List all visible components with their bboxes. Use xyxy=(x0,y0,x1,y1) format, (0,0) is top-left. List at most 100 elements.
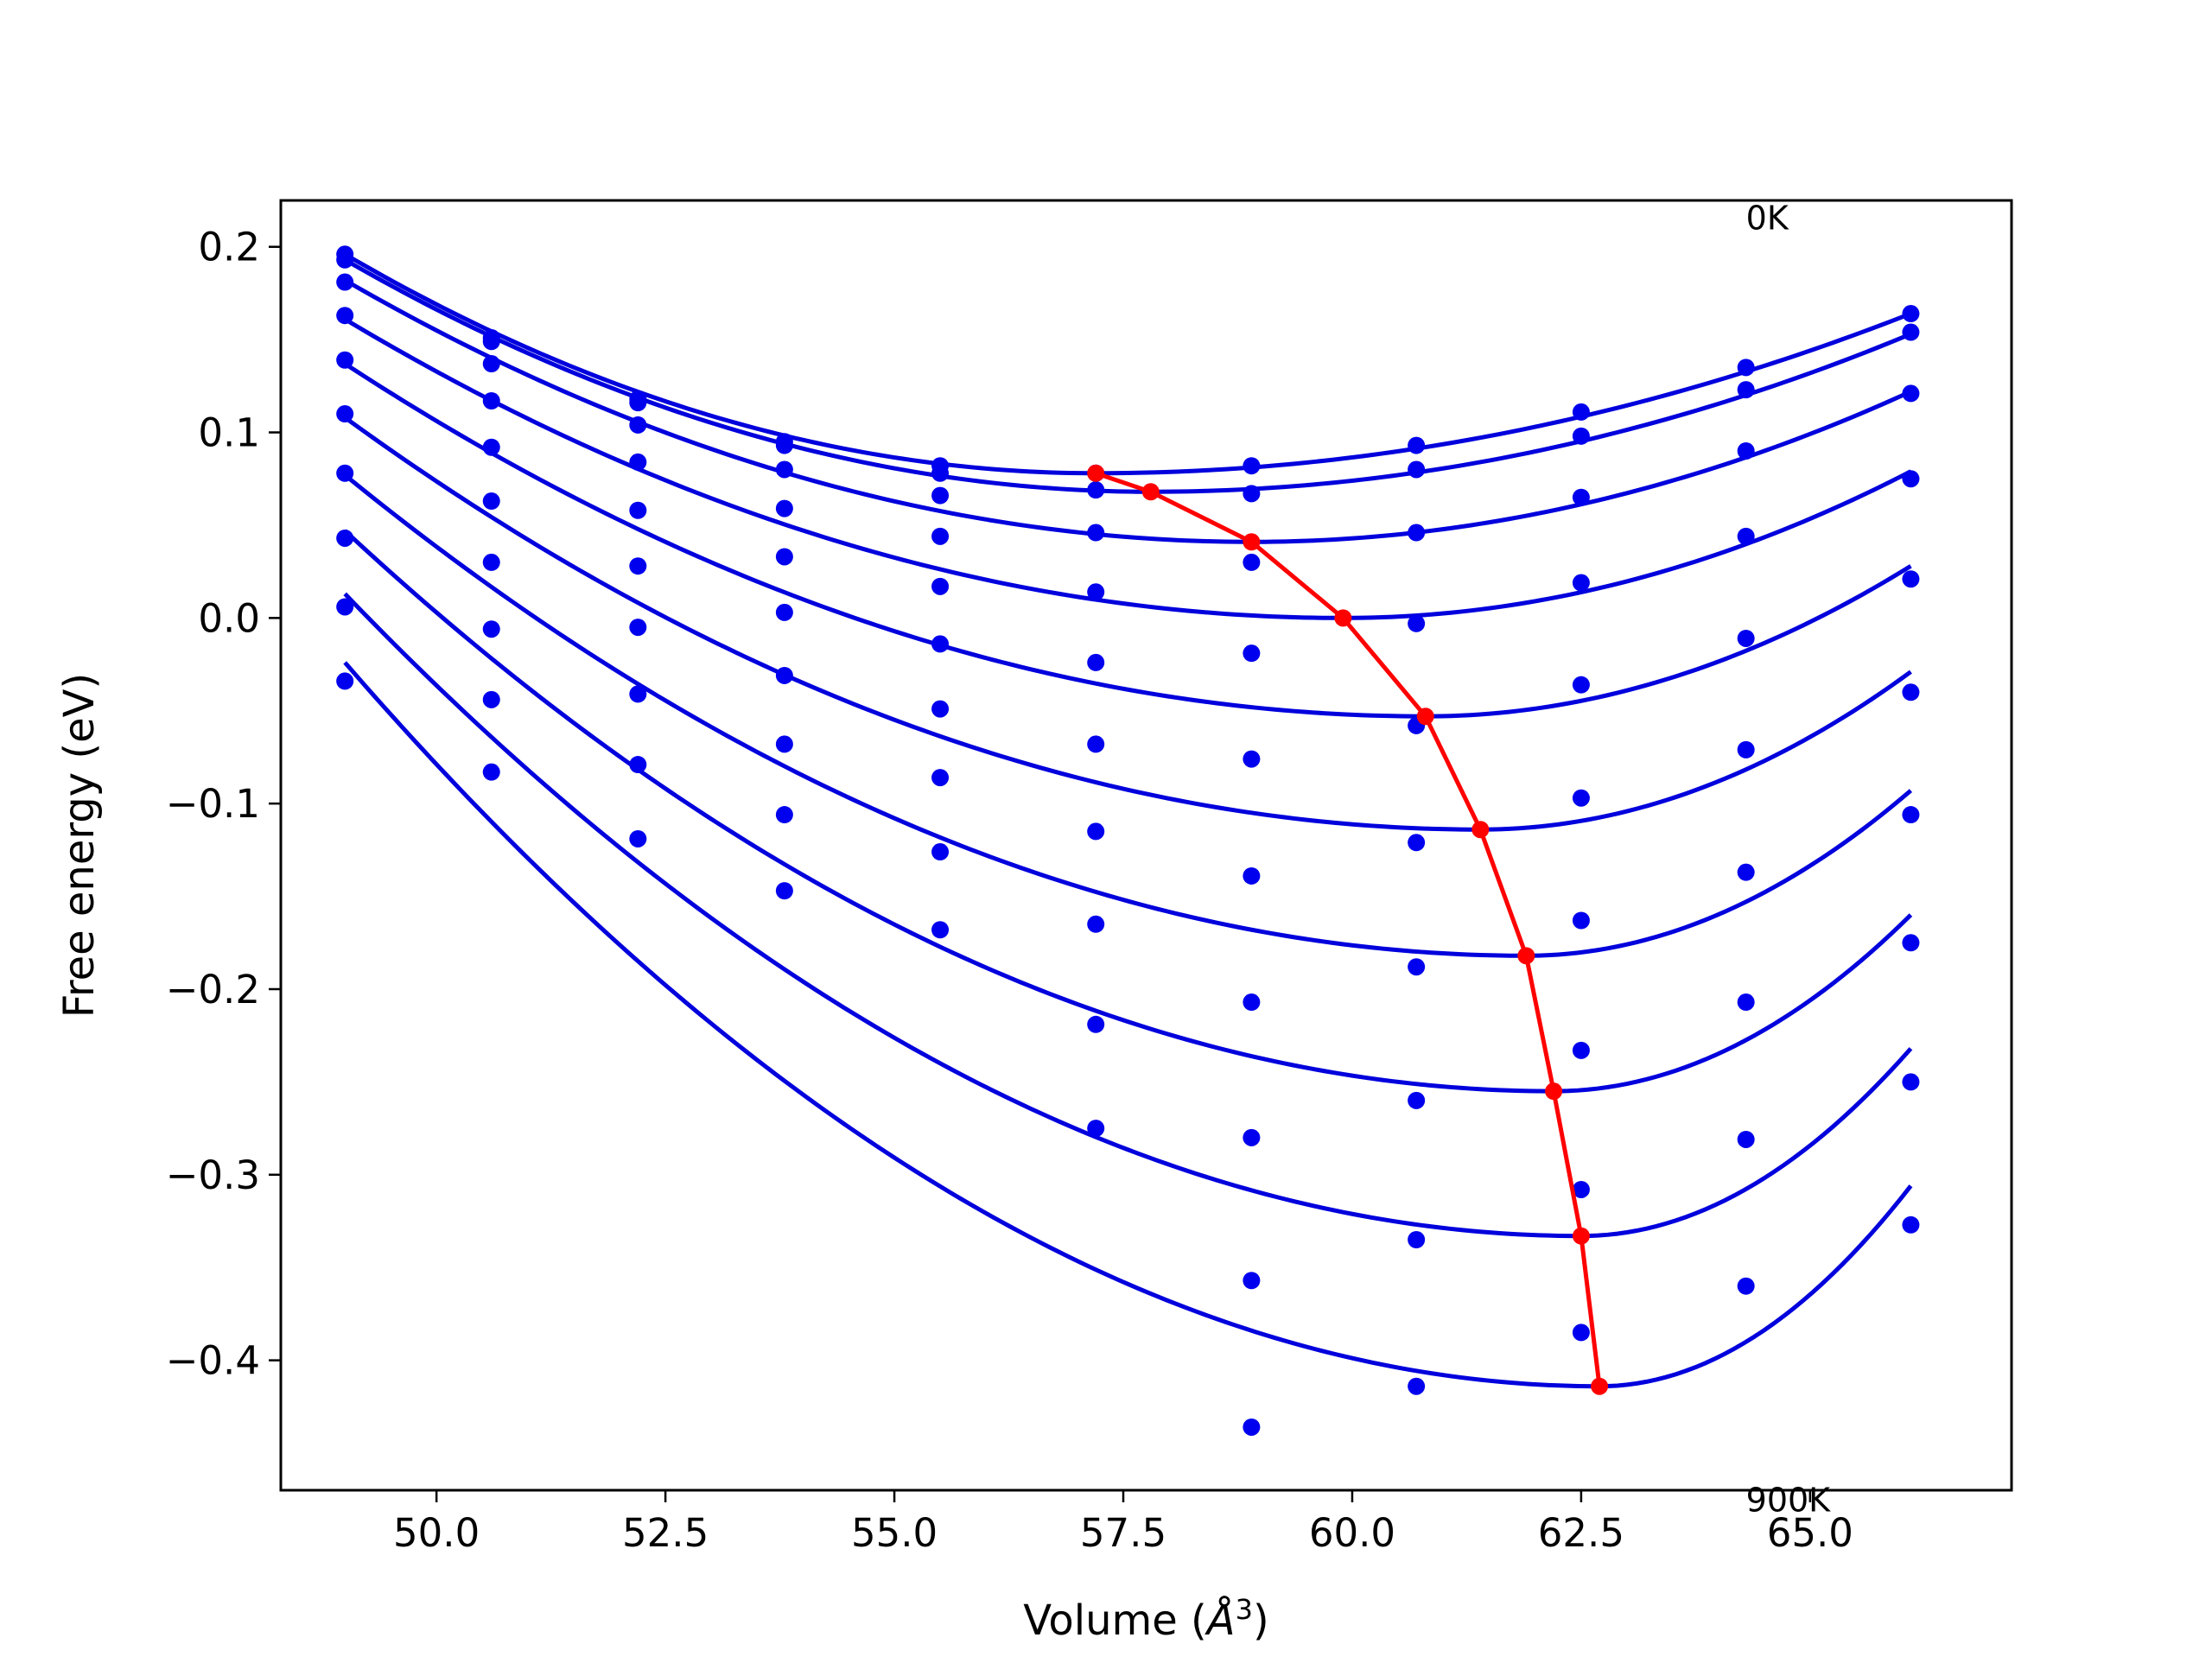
data-point xyxy=(1243,1128,1261,1146)
minimum-point xyxy=(1334,609,1352,627)
minimum-point xyxy=(1141,483,1160,501)
minimum-point xyxy=(1471,821,1490,839)
data-point xyxy=(1243,750,1261,768)
y-tick-label: 0.1 xyxy=(198,410,260,456)
data-point xyxy=(1408,614,1426,632)
minimum-point xyxy=(1572,1227,1590,1245)
data-point xyxy=(1087,481,1105,499)
data-point xyxy=(775,666,793,684)
data-point xyxy=(1243,1418,1261,1436)
data-point xyxy=(1572,488,1590,506)
fit-curve xyxy=(343,257,1912,494)
x-tick-label: 52.5 xyxy=(622,1510,709,1556)
data-point xyxy=(1572,676,1590,694)
annotation-900k: 900K xyxy=(1746,1482,1832,1520)
data-point xyxy=(1737,381,1755,399)
fit-curve xyxy=(343,361,1912,719)
data-point xyxy=(1902,1216,1920,1234)
y-tick-label: −0.1 xyxy=(166,781,260,827)
data-point xyxy=(629,829,647,847)
data-point xyxy=(1408,1230,1426,1248)
fit-curve xyxy=(343,592,1913,1239)
data-point xyxy=(1902,806,1920,824)
x-tick-label: 55.0 xyxy=(851,1510,938,1556)
y-tick-label: 0.2 xyxy=(198,225,260,270)
data-point xyxy=(336,672,354,690)
data-point xyxy=(629,501,647,519)
minimum-line xyxy=(1095,471,1602,1387)
data-point xyxy=(1572,1180,1590,1198)
data-point xyxy=(775,603,793,621)
data-point xyxy=(775,499,793,517)
data-point xyxy=(1572,911,1590,930)
fit-curve xyxy=(343,416,1912,832)
data-point xyxy=(1087,583,1105,601)
data-point xyxy=(1902,305,1920,323)
data-point xyxy=(1737,629,1755,647)
data-point xyxy=(1408,1091,1426,1109)
data-point xyxy=(482,763,500,781)
data-point xyxy=(1243,644,1261,663)
data-point xyxy=(1902,384,1920,403)
data-point xyxy=(336,405,354,423)
data-point xyxy=(775,735,793,753)
data-point xyxy=(931,486,950,505)
data-point xyxy=(1902,934,1920,952)
x-tick-label: 60.0 xyxy=(1309,1510,1395,1556)
data-point xyxy=(1087,1120,1105,1138)
data-point xyxy=(336,351,354,369)
data-point xyxy=(482,355,500,373)
data-point xyxy=(1087,653,1105,671)
data-point xyxy=(336,464,354,482)
fit-curve xyxy=(343,473,1913,958)
annotation-0k: 0K xyxy=(1746,199,1789,237)
axis-ticks: 50.0 52.5 55.0 57.5 60.0 62.5 65.0 0.2 0.1 0.0 −0.… xyxy=(166,225,1853,1556)
data-point xyxy=(1087,524,1105,542)
minimum-point xyxy=(1243,533,1261,551)
data-point xyxy=(482,333,500,351)
y-tick-label: −0.4 xyxy=(166,1338,260,1384)
data-point xyxy=(775,882,793,900)
x-axis-label: Volume (Å3) xyxy=(1023,1593,1268,1645)
minimum-point xyxy=(1545,1082,1563,1101)
y-tick-label: 0.0 xyxy=(198,595,260,641)
data-point xyxy=(629,756,647,774)
data-point xyxy=(1243,485,1261,503)
data-point xyxy=(336,529,354,547)
data-point xyxy=(629,557,647,575)
data-point xyxy=(1087,915,1105,933)
data-point xyxy=(336,307,354,325)
x-tick-label: 57.5 xyxy=(1080,1510,1166,1556)
fit-curve xyxy=(343,661,1913,1389)
data-point xyxy=(1737,359,1755,377)
data-point xyxy=(1572,789,1590,807)
data-point xyxy=(1087,1015,1105,1033)
data-point xyxy=(931,527,950,545)
data-point xyxy=(775,806,793,824)
data-point xyxy=(1737,740,1755,759)
x-tick-label: 62.5 xyxy=(1538,1510,1624,1556)
data-point xyxy=(629,685,647,703)
data-point xyxy=(1737,1277,1755,1295)
data-point xyxy=(629,394,647,412)
data-point xyxy=(931,577,950,595)
data-point xyxy=(1243,1272,1261,1290)
data-point xyxy=(629,619,647,637)
data-point xyxy=(1572,1041,1590,1059)
minimum-point xyxy=(1517,947,1535,965)
data-point xyxy=(931,769,950,787)
data-point xyxy=(1572,403,1590,421)
data-point xyxy=(775,436,793,454)
data-point xyxy=(1902,570,1920,588)
data-point xyxy=(775,460,793,479)
data-point xyxy=(336,251,354,269)
x-tick-label: 50.0 xyxy=(393,1510,480,1556)
plot-area xyxy=(336,245,1920,1436)
data-point xyxy=(1737,1130,1755,1148)
axes-frame xyxy=(279,199,2013,1492)
data-point xyxy=(931,635,950,653)
minimum-point xyxy=(1591,1377,1609,1395)
data-point xyxy=(1408,1377,1426,1395)
data-point xyxy=(336,598,354,616)
